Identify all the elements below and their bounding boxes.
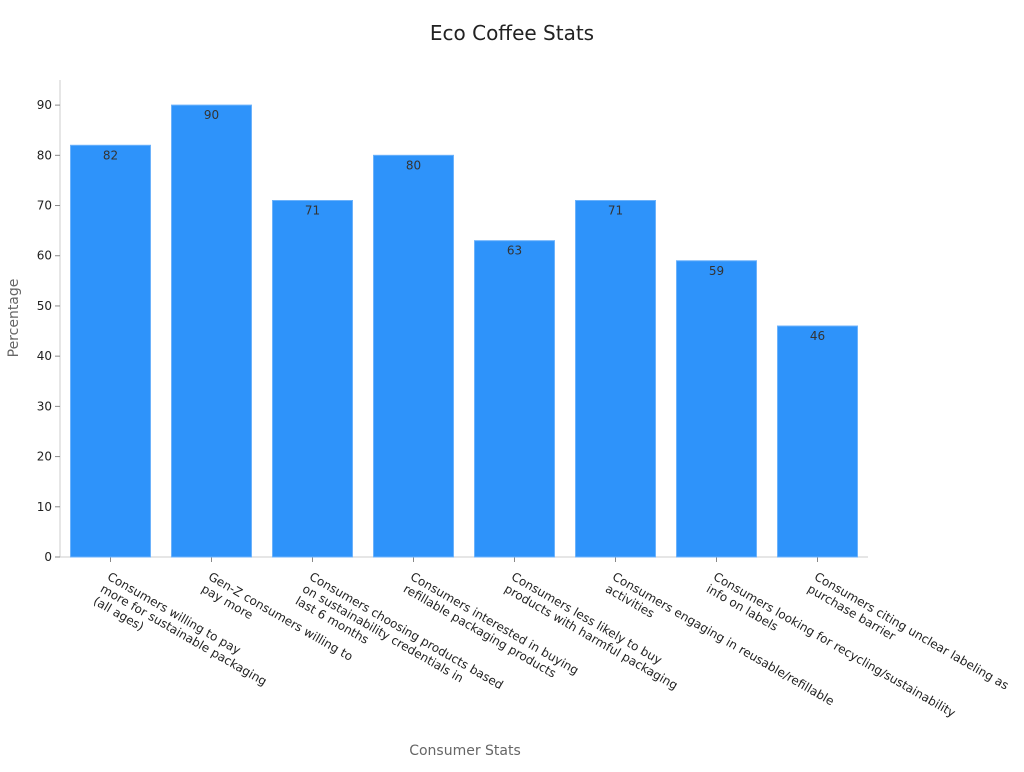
value-label: 82 (103, 148, 118, 162)
bar (70, 144, 151, 558)
chart-title: Eco Coffee Stats (430, 21, 594, 45)
y-tick-label: 90 (37, 98, 52, 112)
value-label: 71 (305, 204, 320, 218)
bar (272, 200, 353, 558)
value-label: 90 (204, 108, 219, 122)
bar (676, 260, 757, 558)
y-tick-label: 10 (37, 500, 52, 514)
y-tick-label: 30 (37, 399, 52, 413)
value-label: 59 (709, 264, 724, 278)
y-tick-label: 20 (37, 450, 52, 464)
bar (777, 325, 858, 558)
value-label: 63 (507, 244, 522, 258)
y-tick-label: 80 (37, 148, 52, 162)
x-tick-label: Consumers less likely to buyproducts wit… (502, 569, 687, 692)
y-tick-label: 40 (37, 349, 52, 363)
bar (474, 240, 555, 558)
y-tick-label: 70 (37, 199, 52, 213)
value-label: 71 (608, 204, 623, 218)
bar (171, 104, 252, 558)
y-tick-label: 60 (37, 249, 52, 263)
value-label: 80 (406, 158, 421, 172)
bar (373, 154, 454, 558)
y-axis-title: Percentage (6, 279, 22, 358)
value-label: 46 (810, 329, 825, 343)
bar (575, 200, 656, 558)
y-tick-label: 0 (44, 550, 52, 564)
x-axis-title: Consumer Stats (409, 743, 521, 759)
y-tick-label: 50 (37, 299, 52, 313)
